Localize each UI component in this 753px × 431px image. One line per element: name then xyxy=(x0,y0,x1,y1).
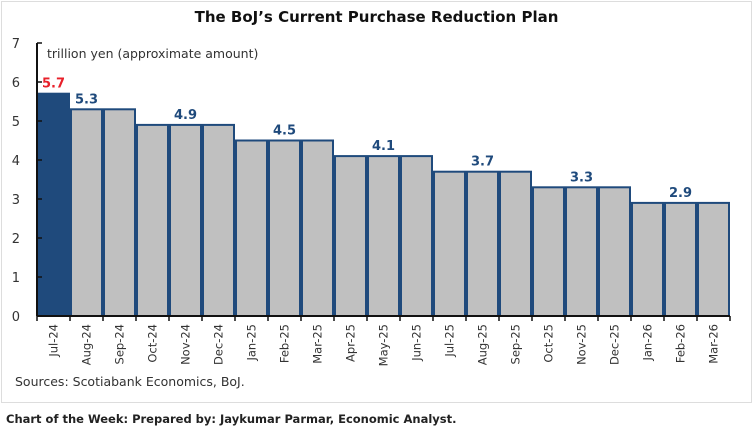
bar-Nov-25 xyxy=(565,186,598,317)
x-tick-label: Mar-25 xyxy=(311,324,325,364)
bar-Oct-25 xyxy=(532,186,565,317)
x-tick-label: Jun-25 xyxy=(410,324,424,362)
y-tick-label: 0 xyxy=(12,310,20,325)
x-tick-label: Oct-24 xyxy=(146,324,160,363)
y-tick-label: 2 xyxy=(12,232,20,247)
y-tick-label: 5 xyxy=(12,115,20,130)
footer-credit: Chart of the Week: Prepared by: Jaykumar… xyxy=(6,412,457,426)
bar-Dec-25 xyxy=(598,186,631,317)
source-note: Sources: Scotiabank Economics, BoJ. xyxy=(15,374,245,389)
x-tick-label: Jan-26 xyxy=(641,324,655,362)
bar-Jul-24 xyxy=(37,92,70,317)
bar-Aug-24 xyxy=(70,108,103,317)
data-label: 4.1 xyxy=(372,139,395,154)
x-tick-label: Jul-24 xyxy=(47,324,61,358)
x-tick-label: Apr-25 xyxy=(344,324,358,362)
bar-Jan-25 xyxy=(235,139,268,317)
chart-title: The BoJ’s Current Purchase Reduction Pla… xyxy=(194,8,559,26)
data-label: 5.7 xyxy=(42,77,65,92)
bar-Nov-24 xyxy=(169,123,202,318)
bar-Aug-25 xyxy=(466,170,499,317)
y-tick-label: 3 xyxy=(12,193,20,208)
data-label: 3.3 xyxy=(570,170,593,185)
data-label: 3.7 xyxy=(471,155,494,170)
bar-Oct-24 xyxy=(136,123,169,318)
data-label: 4.5 xyxy=(273,124,296,139)
bar-Jan-26 xyxy=(631,201,664,317)
x-tick-label: Feb-25 xyxy=(278,324,292,363)
bar-Mar-25 xyxy=(301,139,334,317)
y-tick-label: 1 xyxy=(12,271,20,286)
x-tick-label: Aug-25 xyxy=(476,324,490,365)
data-label: 4.9 xyxy=(174,108,197,123)
bar-Feb-25 xyxy=(268,139,301,317)
x-tick-label: Sep-24 xyxy=(113,324,127,364)
x-tick-label: Nov-25 xyxy=(575,324,589,365)
x-tick-label: Feb-26 xyxy=(674,324,688,363)
y-tick-label: 7 xyxy=(12,37,20,52)
x-tick-label: Sep-25 xyxy=(509,324,523,364)
chart-frame xyxy=(1,1,752,403)
bar-Dec-24 xyxy=(202,123,235,318)
y-tick-label: 6 xyxy=(12,76,20,91)
x-tick-label: Dec-24 xyxy=(212,324,226,365)
bar-Sep-24 xyxy=(103,108,136,317)
x-tick-label: Dec-25 xyxy=(608,324,622,365)
y-unit-label: trillion yen (approximate amount) xyxy=(47,46,258,61)
bar-Jun-25 xyxy=(400,155,433,317)
bar-Mar-26 xyxy=(697,201,730,317)
data-label: 5.3 xyxy=(75,92,98,107)
bar-Feb-26 xyxy=(664,201,697,317)
bar-Jul-25 xyxy=(433,170,466,317)
bar-Sep-25 xyxy=(499,170,532,317)
x-tick-label: May-25 xyxy=(377,324,391,366)
x-tick-label: Oct-25 xyxy=(542,324,556,363)
x-tick-label: Jan-25 xyxy=(245,324,259,362)
data-label: 2.9 xyxy=(669,186,692,201)
x-tick-label: Aug-24 xyxy=(80,324,94,365)
x-tick-label: Nov-24 xyxy=(179,324,193,365)
y-tick-label: 4 xyxy=(12,154,20,169)
bar-Apr-25 xyxy=(334,155,367,317)
bar-May-25 xyxy=(367,155,400,317)
x-tick-label: Jul-25 xyxy=(443,324,457,358)
x-tick-label: Mar-26 xyxy=(707,324,721,364)
